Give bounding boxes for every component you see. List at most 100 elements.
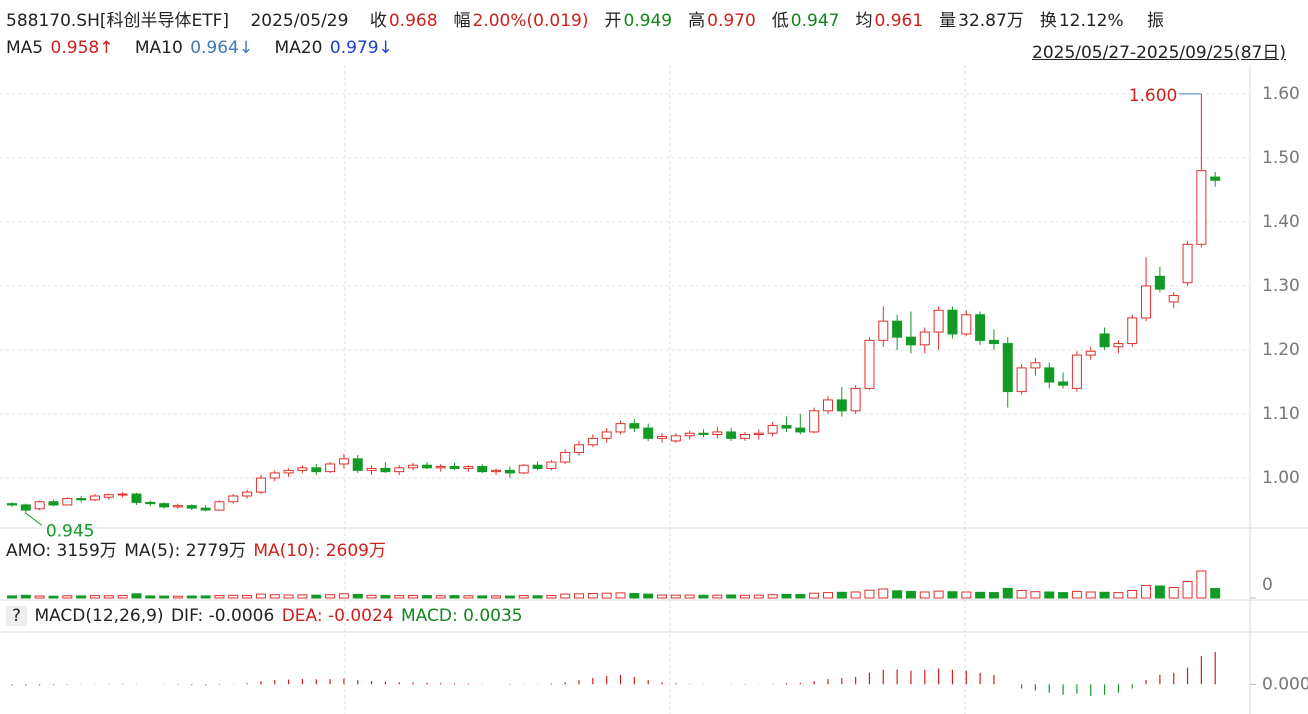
volume-bar (601, 592, 612, 599)
volume-bar (338, 593, 349, 599)
candle-body (269, 472, 280, 479)
candle-body (947, 309, 958, 335)
volume-bar (781, 593, 792, 599)
volume-bar (1141, 584, 1152, 599)
y-tick-label: 1.60 (1262, 84, 1300, 104)
volume-bar (1154, 585, 1165, 599)
date-range[interactable]: 2025/05/27-2025/09/25(87日) (1032, 43, 1286, 63)
candle-body (1168, 295, 1179, 303)
candle-body (712, 431, 723, 436)
candle-body (1154, 275, 1165, 290)
candle-body (905, 336, 916, 346)
volume-bar (975, 591, 986, 599)
y-tick-label: 1.00 (1262, 468, 1300, 488)
y-tick-label: 1.10 (1262, 404, 1300, 424)
candle-body (1127, 317, 1138, 345)
candle-body (408, 464, 419, 469)
volume-bar (947, 591, 958, 599)
candle-body (1113, 343, 1124, 348)
candle-body (988, 339, 999, 345)
volume-bar (380, 594, 391, 599)
volume-bar (822, 592, 833, 599)
candle-body (587, 437, 598, 446)
volume-bar (200, 595, 211, 599)
candle-body (892, 320, 903, 338)
volume-bar (1210, 588, 1221, 599)
candle-body (1085, 350, 1096, 356)
candle-body (919, 331, 930, 346)
volume-bar (103, 595, 114, 599)
candle-body (809, 410, 820, 433)
candle-body (242, 491, 253, 497)
field-value: 2.00%(0.019) (472, 11, 589, 31)
volume-bar (477, 595, 488, 599)
volume-bar (933, 590, 944, 599)
volume-bar (463, 595, 474, 599)
volume-bar (1127, 590, 1138, 599)
volume-bar (864, 589, 875, 599)
help-button[interactable]: ? (6, 606, 28, 626)
date: 2025/05/29 (250, 11, 349, 31)
candle-body (504, 469, 515, 474)
volume-bar (491, 595, 502, 599)
ma-value: 0.958↑ (50, 38, 114, 58)
candle-body (657, 435, 668, 439)
header-row: 588170.SH[科创半导体ETF] 2025/05/29 收 0.968 幅 2.… (6, 6, 1166, 31)
volume-bar (560, 593, 571, 599)
volume-bar (214, 595, 225, 599)
candle-body (781, 425, 792, 429)
field-label: 开 (604, 11, 622, 31)
volume-bar (394, 595, 405, 599)
candle-body (394, 467, 405, 473)
candle-body (200, 507, 211, 511)
candle-body (214, 501, 225, 511)
volume-bar (242, 594, 253, 599)
candle-body (670, 435, 681, 442)
volume-bar (684, 594, 695, 599)
volume-bar (574, 593, 585, 599)
candle-body (961, 314, 972, 335)
symbol: 588170.SH[科创半导体ETF] (6, 11, 230, 31)
candle-body (145, 501, 156, 505)
candle-body (34, 501, 45, 510)
candle-body (850, 387, 861, 412)
volume-bar (988, 592, 999, 599)
field-label: 高 (688, 11, 706, 31)
candle-body (1058, 381, 1069, 386)
field-value: 0.961 (874, 11, 924, 31)
volume-bar (546, 594, 557, 599)
field-label: 量 (939, 11, 957, 31)
cut-label: 振 (1147, 11, 1165, 31)
candle-body (103, 494, 114, 498)
volume-bar (435, 595, 446, 599)
ma-label: MA20 (274, 38, 323, 58)
candle-body (311, 467, 322, 473)
volume-bar (159, 595, 170, 599)
candle-body (463, 466, 474, 469)
y-tick-label: 1.40 (1262, 212, 1300, 232)
volume-bar (1113, 592, 1124, 599)
candle-body (159, 503, 170, 508)
candle-body (560, 451, 571, 463)
y-tick-label: 1.20 (1262, 340, 1300, 360)
volume-bar (518, 595, 529, 599)
volume-bar (698, 594, 709, 599)
candle-body (435, 466, 446, 469)
candle-body (380, 467, 391, 473)
volume-bar (643, 593, 654, 599)
volume-bar (587, 593, 598, 599)
annotation-arrow (25, 512, 43, 526)
volume-bar (739, 594, 750, 599)
volume-bar (1071, 590, 1082, 599)
field-label: 换 (1039, 11, 1057, 31)
field-value: 0.949 (623, 11, 673, 31)
volume-bar (408, 594, 419, 599)
candle-body (172, 505, 183, 508)
volume-bar (34, 595, 45, 599)
ma-label: MA5 (6, 38, 44, 58)
volume-bar (131, 593, 142, 599)
volume-bar (961, 591, 972, 599)
volume-bar (48, 595, 59, 599)
volume-bar (255, 593, 266, 599)
field-value: 0.970 (707, 11, 756, 31)
